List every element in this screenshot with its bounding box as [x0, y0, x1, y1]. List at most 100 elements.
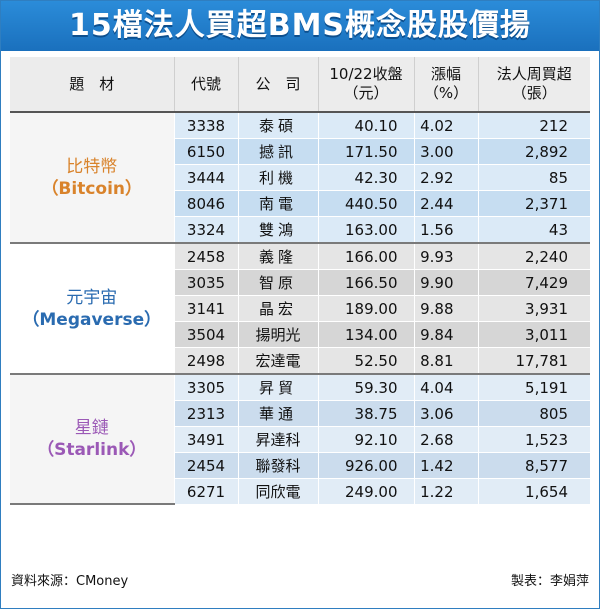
close-price: 134.00	[317, 321, 414, 348]
change-percent: 3.00	[413, 138, 478, 165]
net-buy: 212	[477, 112, 590, 139]
close-price: 166.00	[317, 243, 414, 270]
table-row: 3141 晶宏 189.00 9.88 3,931	[10, 295, 590, 322]
page-title: 15檔法人買超BMS概念股股價揚	[1, 1, 599, 51]
stock-code: 3491	[173, 426, 238, 453]
stock-code: 3444	[173, 164, 238, 191]
company-name: 同欣電	[237, 478, 318, 504]
table-row: 3324 雙鴻 163.00 1.56 43	[10, 216, 590, 244]
company-name: 泰碩	[237, 112, 318, 139]
company-name: 昇貿	[237, 374, 318, 401]
header-company: 公 司	[237, 57, 318, 113]
stock-code: 2454	[173, 452, 238, 479]
stock-code: 2313	[173, 400, 238, 427]
change-percent: 9.90	[413, 269, 478, 296]
change-percent: 4.02	[413, 112, 478, 139]
change-percent: 1.22	[413, 478, 478, 504]
author-note: 製表：李娟萍	[510, 574, 589, 589]
table-row: 元宇宙 （Megaverse） 2458 義隆 166.00 9.93 2,240	[10, 243, 590, 375]
net-buy: 2,371	[477, 190, 590, 217]
close-price: 926.00	[317, 452, 414, 479]
stock-code: 3504	[173, 321, 238, 348]
company-name: 南電	[237, 190, 318, 217]
change-percent: 2.68	[413, 426, 478, 453]
net-buy: 3,931	[477, 295, 590, 322]
header-row: 題 材 代號 公 司 10/22收盤 （元） 漲幅 （%） 法人周買超 （張）	[10, 57, 590, 113]
net-buy: 1,654	[477, 478, 590, 504]
company-name: 揚明光	[237, 321, 318, 348]
topic-name: 星鏈	[74, 418, 109, 438]
stock-code: 3141	[173, 295, 238, 322]
close-price: 166.50	[317, 269, 414, 296]
company-name: 雙鴻	[237, 216, 318, 244]
net-buy: 8,577	[477, 452, 590, 479]
company-name: 義隆	[237, 243, 318, 270]
change-percent: 9.84	[413, 321, 478, 348]
change-percent: 3.06	[413, 400, 478, 427]
topic-cell: 比特幣 （Bitcoin）	[10, 112, 174, 244]
close-price: 249.00	[317, 478, 414, 504]
net-buy: 17,781	[477, 347, 590, 375]
net-buy: 5,191	[477, 374, 590, 401]
stock-code: 6150	[173, 138, 238, 165]
company-name: 聯發科	[237, 452, 318, 479]
table-row: 8046 南電 440.50 2.44 2,371	[10, 190, 590, 217]
company-name: 昇達科	[237, 426, 318, 453]
close-price: 171.50	[317, 138, 414, 165]
close-price: 38.75	[317, 400, 414, 427]
stock-code: 2458	[173, 243, 238, 270]
header-change: 漲幅 （%）	[413, 57, 478, 113]
stock-table: 題 材 代號 公 司 10/22收盤 （元） 漲幅 （%） 法人周買超 （張） 比特幣…	[10, 57, 590, 505]
table-row: 2313 華通 38.75 3.06 805	[10, 400, 590, 427]
table-row: 6150 撼訊 171.50 3.00 2,892	[10, 138, 590, 165]
close-price: 440.50	[317, 190, 414, 217]
table-row: 3444 利機 42.30 2.92 85	[10, 164, 590, 191]
close-price: 163.00	[317, 216, 414, 244]
close-price: 52.50	[317, 347, 414, 375]
close-price: 189.00	[317, 295, 414, 322]
topic-name: 元宇宙	[66, 287, 118, 308]
net-buy: 1,523	[477, 426, 590, 453]
table-row: 星鏈 （Starlink） 3305 昇貿 59.30 4.04 5,191	[10, 374, 590, 505]
topic-english-name: （Megaverse）	[22, 309, 162, 330]
table-row: 3035 智原 166.50 9.90 7,429	[10, 269, 590, 296]
change-percent: 1.42	[413, 452, 478, 479]
stock-code: 6271	[173, 478, 238, 504]
net-buy: 2,892	[477, 138, 590, 165]
close-price: 92.10	[317, 426, 414, 453]
close-price: 40.10	[317, 112, 414, 139]
topic-name: 比特幣	[66, 156, 118, 177]
source-note: 資料來源：CMoney	[11, 574, 129, 589]
net-buy: 2,240	[477, 243, 590, 270]
topic-cell: 星鏈 （Starlink）	[10, 374, 174, 505]
change-percent: 8.81	[413, 347, 478, 375]
net-buy: 805	[477, 400, 590, 427]
net-buy: 7,429	[477, 269, 590, 296]
table-row: 2498 宏達電 52.50 8.81 17,781	[10, 347, 590, 375]
company-name: 智原	[237, 269, 318, 296]
company-name: 利機	[237, 164, 318, 191]
company-name: 宏達電	[237, 347, 318, 375]
close-price: 42.30	[317, 164, 414, 191]
header-code: 代號	[173, 57, 238, 113]
company-name: 華通	[237, 400, 318, 427]
change-percent: 9.93	[413, 243, 478, 270]
stock-code: 3035	[173, 269, 238, 296]
table-row: 6271 同欣電 249.00 1.22 1,654	[10, 478, 590, 504]
header-close: 10/22收盤 （元）	[317, 57, 414, 113]
topic-english-name: （Starlink）	[37, 440, 147, 460]
net-buy: 43	[477, 216, 590, 244]
footer: 資料來源：CMoney 製表：李娟萍	[11, 567, 589, 597]
table-row: 比特幣 （Bitcoin） 3338 泰碩 40.10 4.02 212	[10, 112, 590, 244]
change-percent: 2.44	[413, 190, 478, 217]
stock-code: 3305	[173, 374, 238, 401]
stock-code: 3324	[173, 216, 238, 244]
company-name: 撼訊	[237, 138, 318, 165]
company-name: 晶宏	[237, 295, 318, 322]
header-topic: 題 材	[10, 57, 174, 113]
change-percent: 1.56	[413, 216, 478, 244]
topic-cell: 元宇宙 （Megaverse）	[10, 243, 174, 375]
close-price: 59.30	[317, 374, 414, 401]
change-percent: 4.04	[413, 374, 478, 401]
